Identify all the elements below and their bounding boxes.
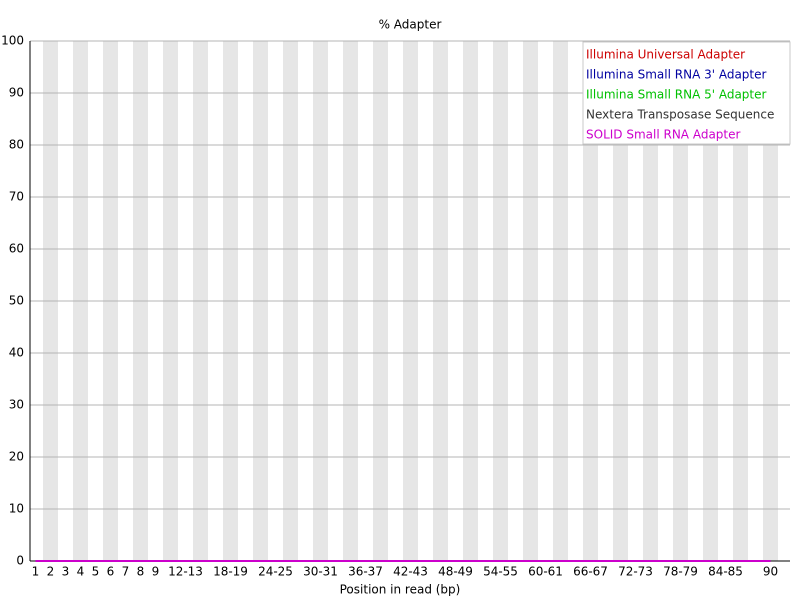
x-tick-label: 54-55 — [483, 565, 518, 579]
x-tick-label: 48-49 — [438, 565, 473, 579]
x-tick-label: 84-85 — [708, 565, 743, 579]
x-tick-label: 7 — [122, 565, 130, 579]
x-tick-label: 42-43 — [393, 565, 428, 579]
x-tick-label: 12-13 — [168, 565, 203, 579]
y-tick-label: 80 — [9, 138, 24, 152]
x-tick-label: 72-73 — [618, 565, 653, 579]
legend-entry: Illumina Small RNA 3' Adapter — [586, 68, 767, 82]
x-tick-label: 4 — [77, 565, 85, 579]
y-tick-label: 90 — [9, 86, 24, 100]
y-tick-label: 40 — [9, 346, 24, 360]
x-tick-label: 3 — [62, 565, 70, 579]
x-tick-label: 90 — [763, 565, 778, 579]
x-tick-label: 66-67 — [573, 565, 608, 579]
legend-box — [582, 41, 791, 145]
x-tick-label: 18-19 — [213, 565, 248, 579]
y-tick-label: 0 — [16, 554, 24, 568]
x-tick-label: 36-37 — [348, 565, 383, 579]
legend-entry: Nextera Transposase Sequence — [586, 108, 774, 122]
x-tick-label: 5 — [92, 565, 100, 579]
y-tick-label: 20 — [9, 450, 24, 464]
chart-title: % Adapter — [379, 18, 442, 32]
y-tick-label: 70 — [9, 190, 24, 204]
y-tick-label: 50 — [9, 294, 24, 308]
legend-entry: SOLID Small RNA Adapter — [586, 128, 740, 142]
y-tick-label: 60 — [9, 242, 24, 256]
x-axis-label: Position in read (bp) — [340, 583, 461, 597]
legend-entry: Illumina Small RNA 5' Adapter — [586, 88, 767, 102]
y-tick-label: 10 — [9, 502, 24, 516]
y-tick-label: 30 — [9, 398, 24, 412]
x-tick-label: 24-25 — [258, 565, 293, 579]
x-tick-label: 30-31 — [303, 565, 338, 579]
x-tick-label: 9 — [152, 565, 160, 579]
legend-entry: Illumina Universal Adapter — [586, 48, 745, 62]
y-tick-label: 100 — [1, 34, 24, 48]
x-tick-label: 2 — [47, 565, 55, 579]
x-tick-label: 8 — [137, 565, 145, 579]
x-tick-label: 78-79 — [663, 565, 698, 579]
x-tick-label: 6 — [107, 565, 115, 579]
x-tick-label: 60-61 — [528, 565, 563, 579]
x-tick-label: 1 — [32, 565, 40, 579]
